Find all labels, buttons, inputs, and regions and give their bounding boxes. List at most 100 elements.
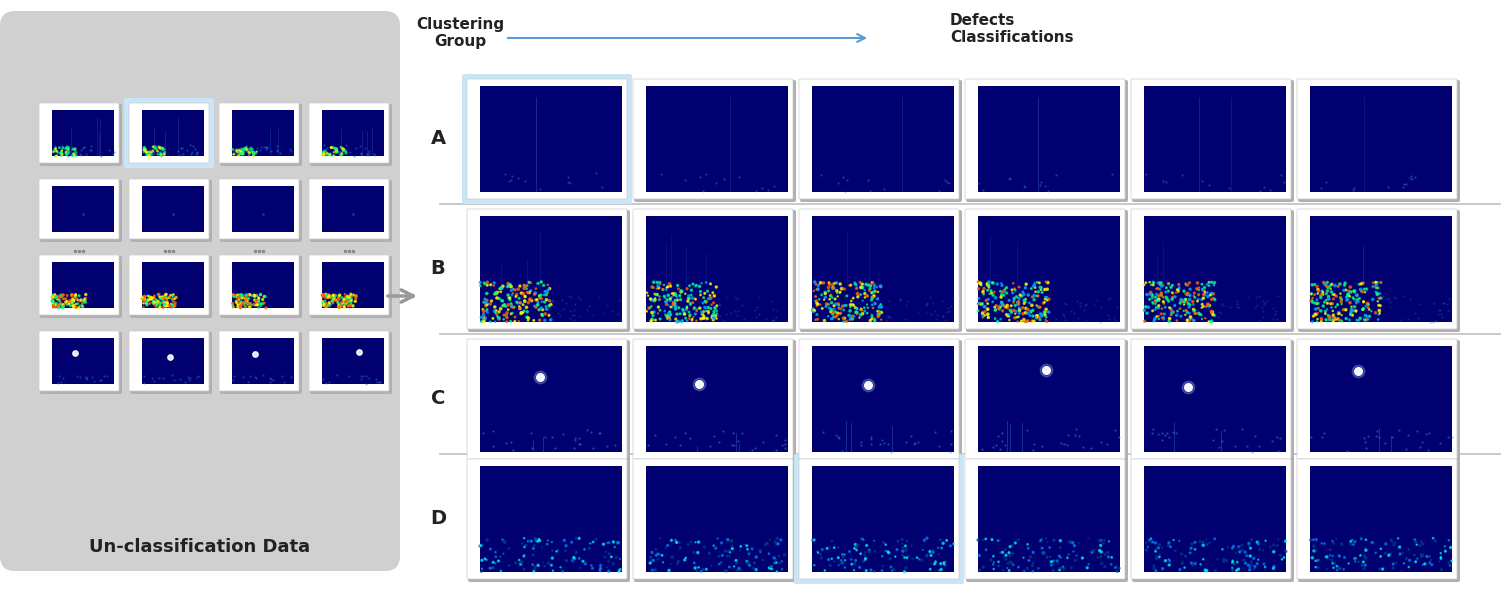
Point bbox=[819, 298, 843, 307]
Point bbox=[246, 300, 270, 310]
Point bbox=[988, 314, 1012, 324]
Point bbox=[826, 291, 851, 301]
Point bbox=[225, 145, 249, 155]
Point bbox=[977, 277, 1001, 287]
Point bbox=[887, 537, 911, 546]
Point bbox=[1333, 281, 1357, 290]
Point bbox=[508, 298, 532, 307]
Point bbox=[1157, 286, 1181, 296]
Point bbox=[501, 445, 525, 454]
FancyBboxPatch shape bbox=[799, 459, 959, 579]
Point bbox=[567, 554, 591, 563]
Point bbox=[1371, 564, 1395, 574]
Point bbox=[893, 314, 917, 324]
Point bbox=[152, 145, 176, 154]
Point bbox=[829, 304, 854, 314]
Point bbox=[496, 293, 520, 303]
Point bbox=[133, 295, 157, 304]
Point bbox=[1309, 432, 1333, 441]
Point bbox=[1190, 280, 1214, 289]
Point bbox=[661, 288, 685, 298]
Point bbox=[1148, 540, 1172, 549]
Point bbox=[757, 563, 781, 573]
Point bbox=[1224, 548, 1249, 557]
Point bbox=[679, 434, 703, 443]
Point bbox=[722, 440, 746, 450]
Point bbox=[62, 295, 86, 304]
Point bbox=[1031, 298, 1056, 308]
Point bbox=[875, 316, 899, 325]
Point bbox=[1356, 303, 1380, 312]
Point bbox=[688, 173, 712, 182]
Point bbox=[312, 150, 336, 160]
Point bbox=[1320, 280, 1344, 289]
Point bbox=[244, 298, 268, 307]
Point bbox=[69, 145, 93, 155]
Point bbox=[1336, 290, 1360, 299]
Point bbox=[1303, 563, 1327, 572]
Point bbox=[478, 563, 502, 573]
Point bbox=[259, 374, 284, 383]
Point bbox=[603, 543, 627, 552]
Point bbox=[1143, 314, 1167, 323]
Point bbox=[870, 302, 894, 311]
Point bbox=[805, 284, 829, 294]
Point bbox=[664, 296, 688, 305]
Point bbox=[804, 296, 828, 306]
FancyBboxPatch shape bbox=[220, 256, 302, 318]
Bar bbox=[480, 346, 621, 452]
Point bbox=[1006, 297, 1030, 307]
Bar bbox=[1145, 346, 1286, 452]
Point bbox=[1401, 175, 1425, 184]
Point bbox=[1368, 294, 1392, 303]
Point bbox=[1323, 313, 1347, 322]
Point bbox=[1323, 281, 1347, 290]
Point bbox=[1163, 546, 1187, 556]
Point bbox=[253, 291, 277, 301]
Point bbox=[1386, 534, 1410, 543]
Point bbox=[1041, 560, 1065, 569]
Point bbox=[1184, 544, 1208, 554]
Point bbox=[1096, 314, 1120, 324]
Point bbox=[1013, 308, 1038, 317]
FancyBboxPatch shape bbox=[801, 210, 962, 332]
Point bbox=[321, 296, 345, 306]
Point bbox=[852, 550, 876, 560]
Point bbox=[1107, 433, 1131, 442]
Point bbox=[335, 296, 359, 305]
Point bbox=[332, 296, 356, 305]
Point bbox=[1345, 366, 1369, 376]
Point bbox=[562, 306, 587, 315]
Point bbox=[802, 277, 826, 287]
Point bbox=[1246, 537, 1270, 547]
Point bbox=[810, 545, 834, 554]
FancyBboxPatch shape bbox=[967, 340, 1128, 462]
Point bbox=[1074, 300, 1098, 310]
Point bbox=[1157, 555, 1181, 564]
Point bbox=[532, 316, 556, 325]
Point bbox=[832, 313, 857, 323]
Point bbox=[559, 537, 584, 547]
Point bbox=[146, 290, 170, 299]
Point bbox=[976, 310, 1000, 319]
Point bbox=[894, 563, 918, 573]
Point bbox=[1044, 170, 1068, 180]
Point bbox=[860, 311, 884, 321]
Point bbox=[1015, 317, 1039, 326]
Point bbox=[1154, 177, 1178, 187]
Point bbox=[1243, 562, 1267, 571]
Point bbox=[826, 304, 851, 313]
Point bbox=[1166, 287, 1190, 297]
Point bbox=[1265, 314, 1289, 323]
Point bbox=[71, 298, 95, 308]
Point bbox=[1146, 291, 1170, 301]
Point bbox=[336, 293, 360, 303]
Point bbox=[517, 288, 541, 297]
Point bbox=[1200, 436, 1224, 445]
Point bbox=[523, 296, 547, 305]
Point bbox=[743, 553, 768, 562]
FancyBboxPatch shape bbox=[467, 79, 627, 199]
Point bbox=[976, 299, 1000, 309]
Point bbox=[977, 282, 1001, 292]
FancyBboxPatch shape bbox=[1131, 459, 1291, 579]
